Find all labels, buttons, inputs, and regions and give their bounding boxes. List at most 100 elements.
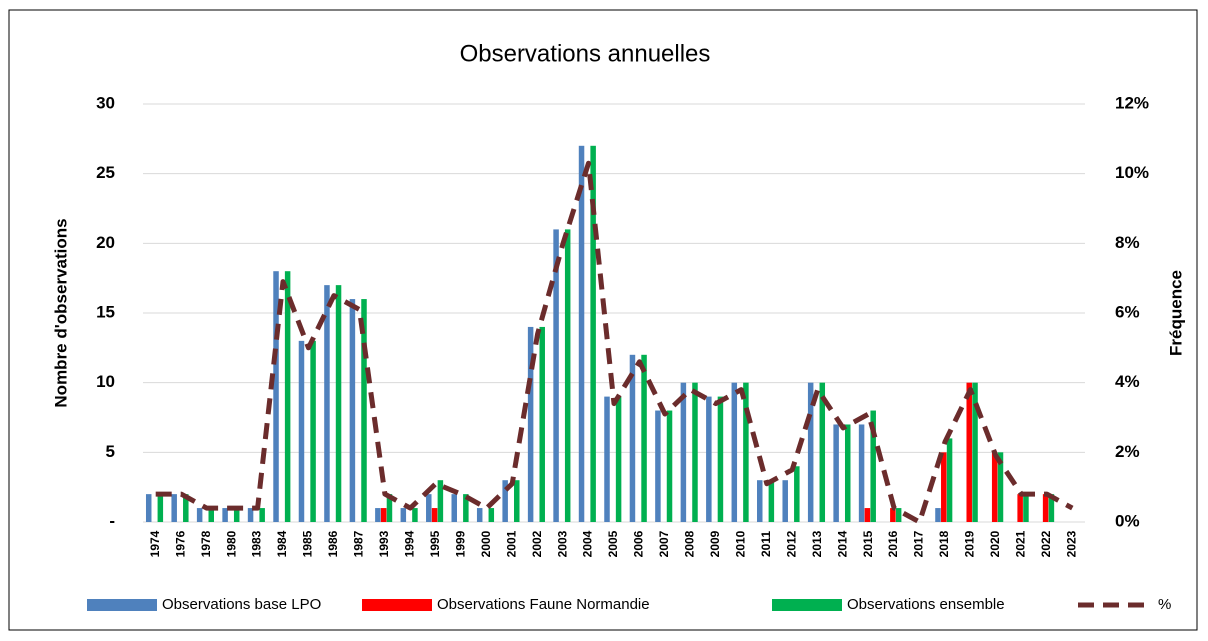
x-tick-label: 2002 bbox=[530, 530, 544, 557]
bar bbox=[782, 480, 788, 522]
bar bbox=[437, 480, 444, 522]
x-tick-label: 2003 bbox=[555, 530, 569, 557]
x-tick-label: 1974 bbox=[148, 530, 162, 557]
bar bbox=[844, 424, 851, 522]
x-tick-label: 2014 bbox=[835, 530, 849, 557]
bar bbox=[717, 396, 724, 522]
bar bbox=[757, 480, 763, 522]
bar bbox=[935, 508, 941, 522]
bar bbox=[196, 508, 203, 522]
bar bbox=[941, 452, 947, 522]
bar bbox=[183, 494, 189, 522]
bar bbox=[553, 229, 559, 522]
bar bbox=[349, 299, 356, 522]
bar bbox=[655, 410, 661, 522]
y-tick-label: 20 bbox=[96, 233, 115, 252]
x-tick-label: 2006 bbox=[632, 530, 646, 557]
bar bbox=[895, 508, 902, 522]
x-tick-label: 2007 bbox=[657, 530, 671, 557]
bar bbox=[1042, 494, 1049, 522]
bar bbox=[335, 285, 342, 522]
x-tick-label: 2020 bbox=[988, 530, 1002, 557]
bar bbox=[233, 508, 240, 522]
bar bbox=[864, 508, 871, 522]
bar bbox=[324, 285, 330, 522]
legend-label: % bbox=[1158, 596, 1171, 613]
y2-axis-label: Fréquence bbox=[1166, 270, 1185, 356]
x-tick-label: 1995 bbox=[428, 530, 442, 557]
bar bbox=[247, 508, 254, 522]
bar bbox=[692, 382, 698, 522]
bar bbox=[564, 229, 571, 522]
x-tick-label: 1987 bbox=[352, 530, 366, 557]
bar bbox=[145, 494, 152, 522]
bar bbox=[386, 494, 393, 522]
bar bbox=[284, 271, 291, 522]
bar bbox=[539, 326, 545, 522]
bar bbox=[966, 382, 972, 522]
legend-label: Observations Faune Normandie bbox=[437, 596, 650, 613]
x-tick-label: 2018 bbox=[937, 530, 951, 557]
bar bbox=[527, 326, 534, 522]
x-tick-label: 1983 bbox=[250, 530, 264, 557]
legend-swatch bbox=[362, 599, 432, 611]
bar bbox=[400, 508, 407, 522]
bar bbox=[946, 438, 953, 522]
bar bbox=[680, 382, 687, 522]
x-tick-label: 1976 bbox=[173, 530, 187, 557]
x-tick-label: 2021 bbox=[1014, 530, 1028, 557]
x-tick-label: 2009 bbox=[708, 530, 722, 557]
bar bbox=[870, 410, 876, 522]
bar bbox=[375, 508, 381, 522]
bar bbox=[997, 452, 1004, 522]
bar bbox=[604, 396, 610, 522]
y-tick-label: 10 bbox=[96, 372, 115, 391]
bar bbox=[222, 508, 228, 522]
x-tick-label: 1993 bbox=[377, 530, 391, 557]
bar bbox=[171, 494, 177, 522]
x-tick-label: 2023 bbox=[1064, 530, 1078, 557]
y2-tick-label: 2% bbox=[1115, 442, 1140, 461]
x-tick-label: 1999 bbox=[453, 530, 467, 557]
y2-tick-label: 12% bbox=[1115, 93, 1149, 112]
y2-tick-label: 6% bbox=[1115, 302, 1140, 321]
bar bbox=[858, 424, 865, 522]
bar bbox=[259, 508, 265, 522]
bar bbox=[514, 480, 520, 522]
bar bbox=[157, 494, 164, 522]
bar bbox=[1023, 494, 1029, 522]
y-axis-label: Nombre d'observations bbox=[51, 218, 70, 407]
x-tick-label: 2019 bbox=[963, 530, 977, 557]
bar bbox=[1048, 494, 1055, 522]
y-tick-label: 25 bbox=[96, 163, 115, 182]
x-tick-label: 2010 bbox=[733, 530, 747, 557]
bar bbox=[819, 382, 826, 522]
bar bbox=[451, 494, 457, 522]
bar bbox=[641, 354, 647, 522]
bar bbox=[412, 508, 418, 522]
x-tick-label: 1978 bbox=[199, 530, 213, 557]
bar bbox=[794, 466, 800, 522]
bar bbox=[629, 354, 636, 522]
bar bbox=[298, 340, 305, 522]
bar bbox=[666, 410, 673, 522]
bar bbox=[426, 494, 432, 522]
x-tick-label: 2005 bbox=[606, 530, 620, 557]
x-tick-label: 2016 bbox=[886, 530, 900, 557]
bar bbox=[1017, 494, 1023, 522]
legend-label: Observations base LPO bbox=[162, 596, 321, 613]
bar bbox=[743, 382, 749, 522]
y2-tick-label: 4% bbox=[1115, 372, 1140, 391]
bar bbox=[615, 396, 622, 522]
bar bbox=[431, 508, 438, 522]
x-tick-label: 2015 bbox=[861, 530, 875, 557]
chart-title: Observations annuelles bbox=[460, 40, 711, 67]
line-series bbox=[155, 160, 1074, 525]
bar bbox=[463, 494, 469, 522]
bar bbox=[208, 508, 214, 522]
y-tick-label: - bbox=[109, 511, 115, 530]
x-tick-label: 1985 bbox=[301, 530, 315, 557]
x-tick-label: 2017 bbox=[912, 530, 926, 557]
x-tick-label: 1994 bbox=[402, 530, 416, 557]
x-tick-label: 1980 bbox=[224, 530, 238, 557]
